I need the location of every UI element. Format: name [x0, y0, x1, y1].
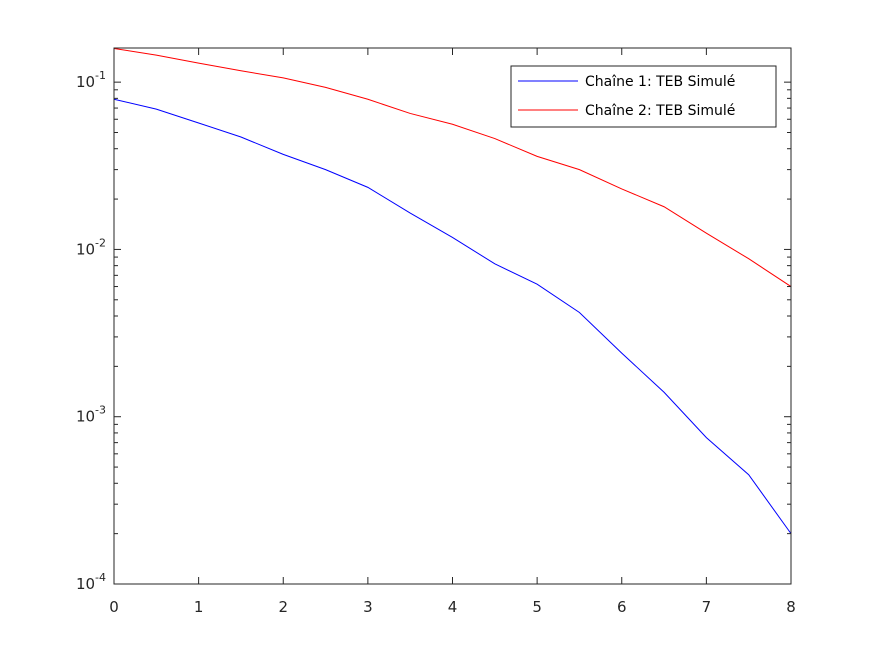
y-tick-exponent: -4 [95, 571, 106, 584]
legend-label-series-1: Chaîne 1: TEB Simulé [585, 74, 735, 90]
y-tick-base: 10 [76, 575, 95, 593]
tick-layer: 0 1 2 3 4 5 6 7 810-110-210-310-4 [76, 48, 796, 616]
y-tick-label: 10-3 [76, 404, 106, 426]
legend: Chaîne 1: TEB Simulé Chaîne 2: TEB Simul… [510, 65, 777, 128]
series-line-2 [113, 47, 792, 287]
y-tick-exponent: -2 [95, 236, 106, 249]
y-tick-label: 10-2 [76, 236, 106, 258]
x-tick-label: 6 [617, 598, 627, 616]
series-line-1 [113, 98, 792, 534]
x-tick-label: 1 [194, 598, 204, 616]
x-tick-label: 3 [363, 598, 373, 616]
plot-area [114, 48, 791, 584]
y-tick-base: 10 [76, 240, 95, 258]
y-tick-base: 10 [76, 73, 95, 91]
x-tick-label: 2 [278, 598, 288, 616]
y-tick-label: 10-4 [76, 571, 106, 593]
x-tick-label: 4 [448, 598, 458, 616]
x-tick-label: 8 [786, 598, 796, 616]
y-tick-exponent: -3 [95, 404, 106, 417]
x-tick-label: 5 [532, 598, 542, 616]
series-layer [113, 47, 792, 534]
x-tick-label: 7 [702, 598, 712, 616]
y-tick-label: 10-1 [76, 69, 106, 91]
y-tick-exponent: -1 [95, 69, 106, 82]
x-tick-label: 0 [109, 598, 119, 616]
legend-box [510, 65, 777, 128]
y-tick-base: 10 [76, 408, 95, 426]
legend-label-series-2: Chaîne 2: TEB Simulé [585, 103, 735, 119]
